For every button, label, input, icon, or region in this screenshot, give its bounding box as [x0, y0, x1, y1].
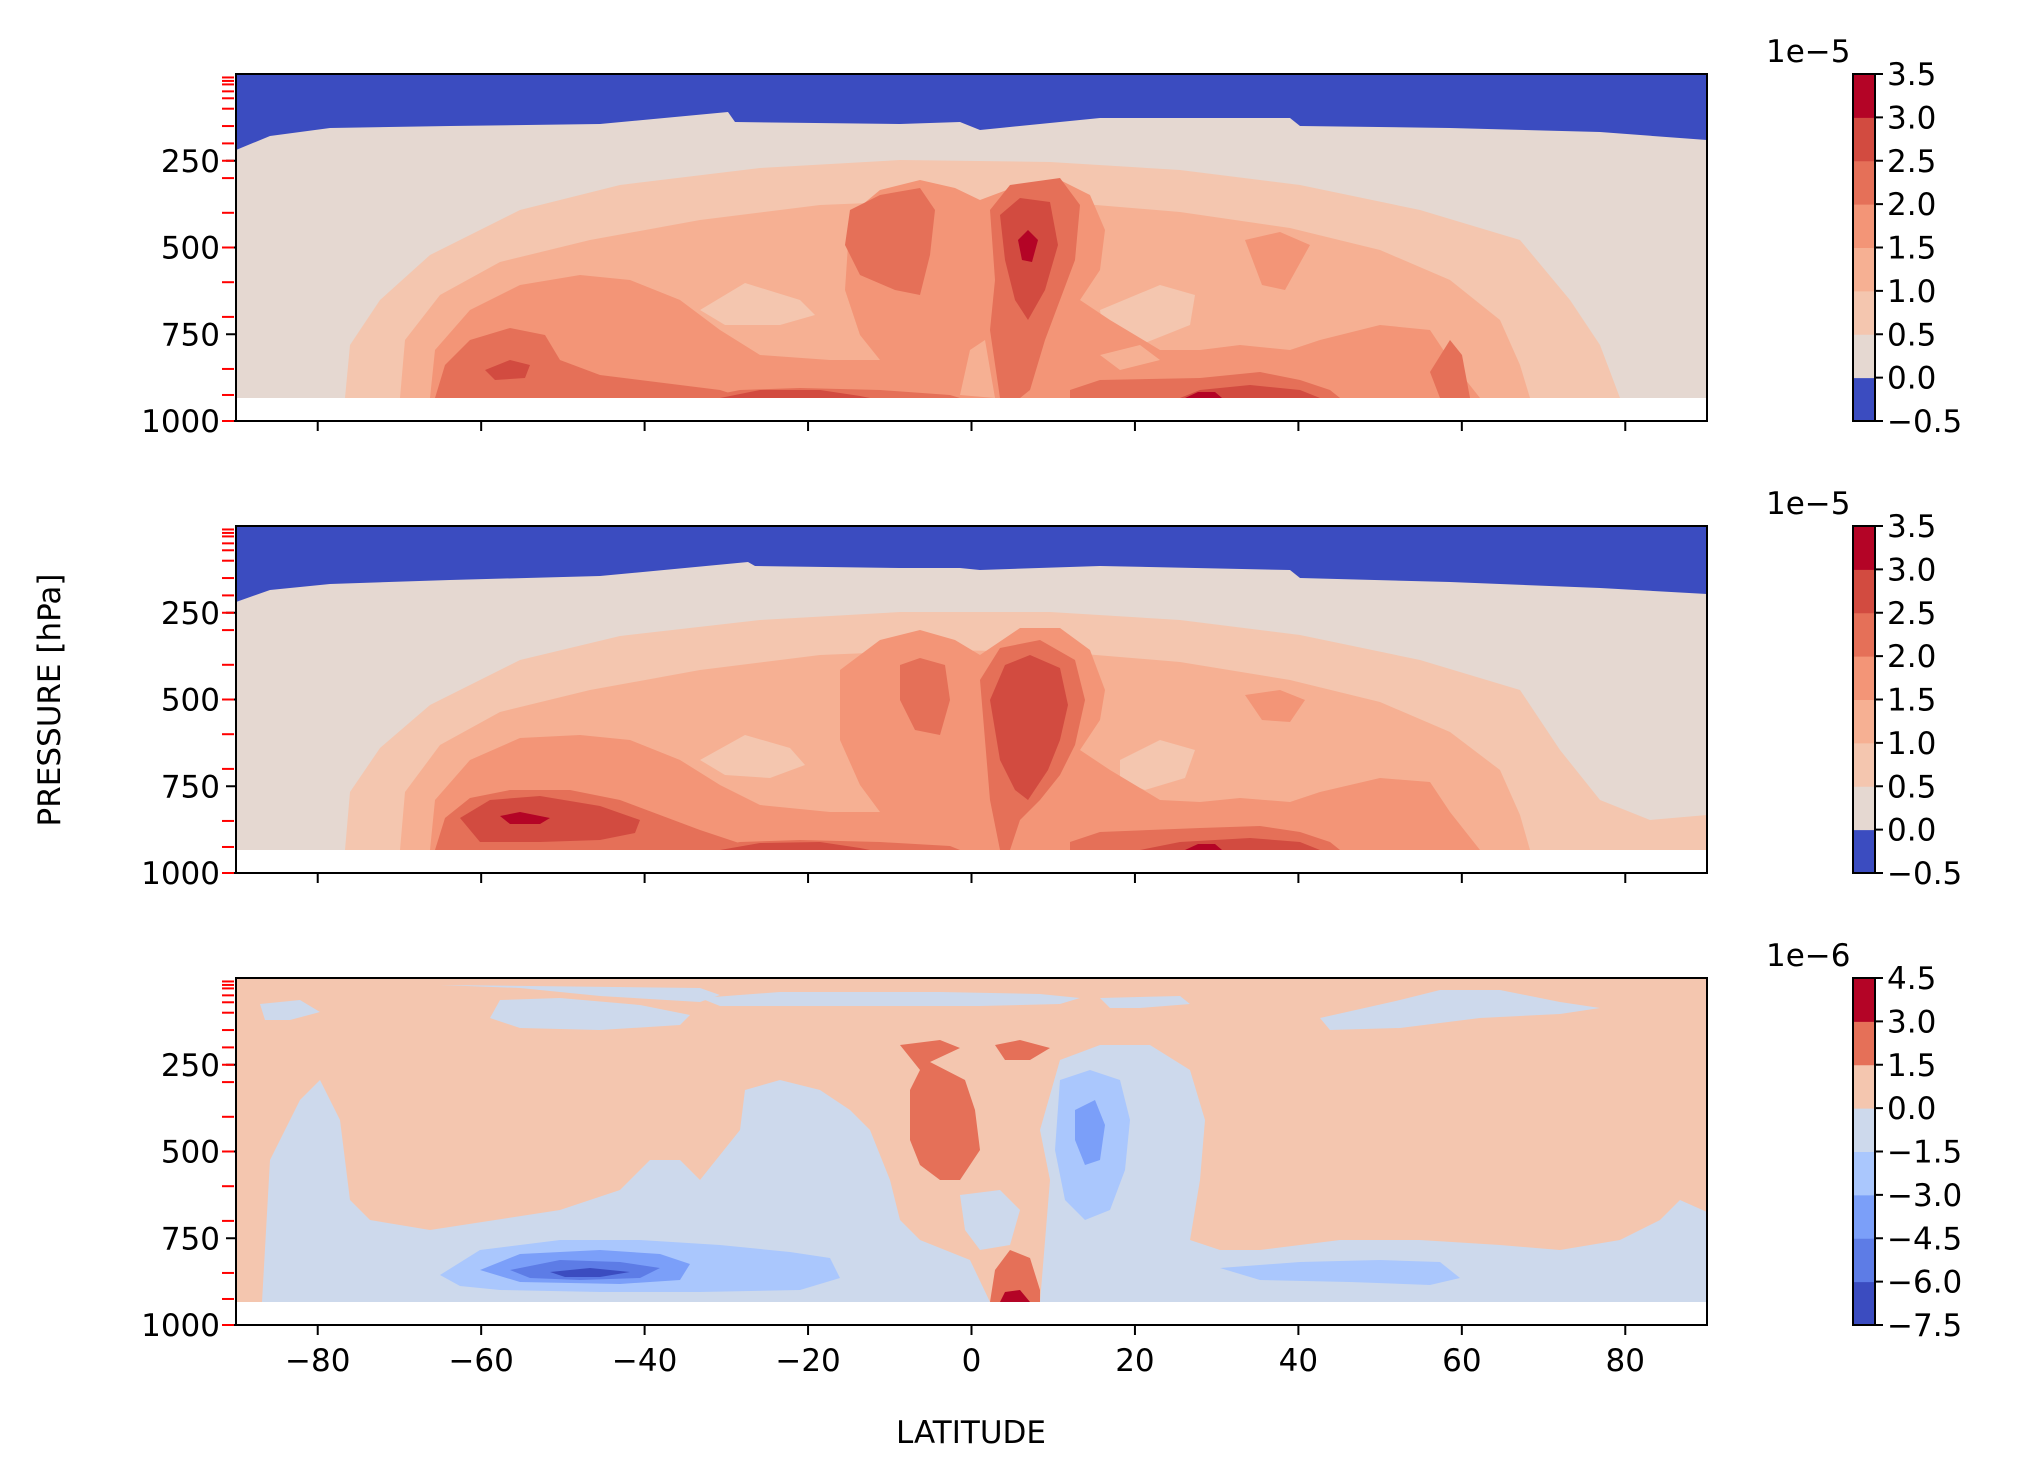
x-tick-label: 0 — [962, 1343, 982, 1379]
colorbar-tick-label: 3.0 — [1887, 552, 1936, 588]
colorbar-segment — [1853, 612, 1875, 657]
x-tick-label: −80 — [285, 1343, 350, 1379]
colorbar-tick-label: −1.5 — [1887, 1135, 1962, 1171]
colorbar-exponent: 1e−6 — [1766, 938, 1851, 974]
colorbar-tick-label: −0.5 — [1887, 404, 1962, 440]
colorbar-segment — [1853, 1064, 1875, 1109]
y-axis-top: 250 500 750 1000 — [141, 144, 236, 440]
colorbar-bottom: −7.5 −6.0 −4.5 −3.0 −1.5 0.0 1.5 3.0 4.5 1e−6 — [1766, 938, 1962, 1344]
colorbar-tick-label: 1.5 — [1887, 683, 1936, 719]
colorbar-segment — [1853, 786, 1875, 831]
colorbar-segment — [1853, 160, 1875, 205]
pressure-level-ticks-middle — [222, 528, 234, 874]
colorbar-tick-label: −7.5 — [1887, 1308, 1962, 1344]
colorbar-segment — [1853, 1281, 1875, 1326]
colorbar-tick-label: 0.0 — [1887, 361, 1936, 397]
x-tick-label: −20 — [775, 1343, 840, 1379]
colorbar-tick-label: 0.5 — [1887, 317, 1936, 353]
x-tick-label: −60 — [448, 1343, 513, 1379]
x-tick-label: 20 — [1115, 1343, 1154, 1379]
contour-panel-bottom: 250 500 750 1000 −80 −60 −40 −20 0 20 40 60 80 — [141, 977, 1708, 1379]
y-tick-label: 750 — [161, 1221, 220, 1257]
contour-fill-middle — [236, 526, 1707, 873]
colorbar-segment — [1853, 699, 1875, 744]
colorbar-segment — [1853, 829, 1875, 874]
colorbar-segment — [1853, 1021, 1875, 1066]
colorbar-top: −0.5 0.0 0.5 1.0 1.5 2.0 2.5 3.0 3.5 1e−5 — [1766, 34, 1962, 440]
x-axis-label: LATITUDE — [896, 1415, 1046, 1451]
pressure-level-ticks-bottom — [222, 980, 234, 1326]
colorbar-segment — [1853, 377, 1875, 422]
colorbar-tick-label: −0.5 — [1887, 856, 1962, 892]
colorbar-segment — [1853, 247, 1875, 292]
colorbar-segment — [1853, 1238, 1875, 1283]
y-tick-label: 500 — [161, 231, 220, 267]
y-tick-label: 500 — [161, 1135, 220, 1171]
colorbar-segment — [1853, 978, 1875, 1022]
y-tick-label: 500 — [161, 683, 220, 719]
x-axis-bottom: −80 −60 −40 −20 0 20 40 60 80 — [285, 1325, 1645, 1379]
colorbar-tick-label: 2.5 — [1887, 596, 1936, 632]
colorbar-segment — [1853, 526, 1875, 570]
colorbar-exponent: 1e−5 — [1766, 486, 1851, 522]
colorbar-segment — [1853, 204, 1875, 248]
y-tick-label: 750 — [161, 317, 220, 353]
colorbar-segment — [1853, 742, 1875, 787]
colorbar-segment — [1853, 656, 1875, 700]
colorbar-tick-label: −4.5 — [1887, 1221, 1962, 1257]
colorbar-segment — [1853, 290, 1875, 335]
x-tick-label: −40 — [612, 1343, 677, 1379]
colorbar-segment — [1853, 334, 1875, 379]
colorbar-tick-label: 1.5 — [1887, 1048, 1936, 1084]
colorbar-tick-label: 3.5 — [1887, 509, 1936, 545]
y-tick-label: 250 — [161, 144, 220, 180]
colorbar-segment — [1853, 569, 1875, 614]
pressure-level-ticks-top — [222, 76, 234, 422]
colorbar-exponent: 1e−5 — [1766, 34, 1851, 70]
colorbar-segment — [1853, 117, 1875, 162]
colorbar-tick-label: 0.0 — [1887, 813, 1936, 849]
colorbar-tick-label: 2.0 — [1887, 187, 1936, 223]
colorbar-tick-label: 4.5 — [1887, 961, 1936, 997]
colorbar-tick-label: 0.0 — [1887, 1091, 1936, 1127]
y-tick-label: 1000 — [141, 856, 220, 892]
colorbar-tick-label: 2.5 — [1887, 144, 1936, 180]
x-axis-middle — [316, 873, 1627, 883]
contour-fill-top — [236, 74, 1707, 421]
x-tick-label: 40 — [1279, 1343, 1318, 1379]
y-tick-label: 750 — [161, 769, 220, 805]
colorbar-segment — [1853, 1108, 1875, 1152]
colorbar-tick-label: 0.5 — [1887, 769, 1936, 805]
contour-panel-top: 250 500 750 1000 — [141, 73, 1708, 440]
colorbar-tick-label: −6.0 — [1887, 1265, 1962, 1301]
y-axis-middle: 250 500 750 1000 — [141, 596, 236, 892]
colorbar-segment — [1853, 1151, 1875, 1196]
colorbar-tick-label: 1.5 — [1887, 231, 1936, 267]
contour-fill-bottom — [236, 978, 1707, 1325]
contour-panel-middle: 250 500 750 1000 — [141, 525, 1708, 892]
y-tick-label: 1000 — [141, 1308, 220, 1344]
colorbar-segment — [1853, 74, 1875, 118]
colorbar-tick-label: 1.0 — [1887, 726, 1936, 762]
colorbar-tick-label: 3.5 — [1887, 57, 1936, 93]
y-tick-label: 1000 — [141, 404, 220, 440]
y-tick-label: 250 — [161, 1048, 220, 1084]
x-tick-label: 80 — [1606, 1343, 1645, 1379]
colorbar-tick-label: 2.0 — [1887, 639, 1936, 675]
x-axis-top — [316, 421, 1627, 431]
y-axis-label: PRESSURE [hPa] — [32, 574, 68, 827]
colorbar-tick-label: 3.0 — [1887, 1004, 1936, 1040]
x-tick-label: 60 — [1442, 1343, 1481, 1379]
y-tick-label: 250 — [161, 596, 220, 632]
colorbar-tick-label: 3.0 — [1887, 100, 1936, 136]
colorbar-middle: −0.5 0.0 0.5 1.0 1.5 2.0 2.5 3.0 3.5 1e−5 — [1766, 486, 1962, 892]
colorbar-segment — [1853, 1194, 1875, 1239]
y-axis-bottom: 250 500 750 1000 — [141, 1048, 236, 1344]
colorbar-tick-label: 1.0 — [1887, 274, 1936, 310]
colorbar-tick-label: −3.0 — [1887, 1178, 1962, 1214]
